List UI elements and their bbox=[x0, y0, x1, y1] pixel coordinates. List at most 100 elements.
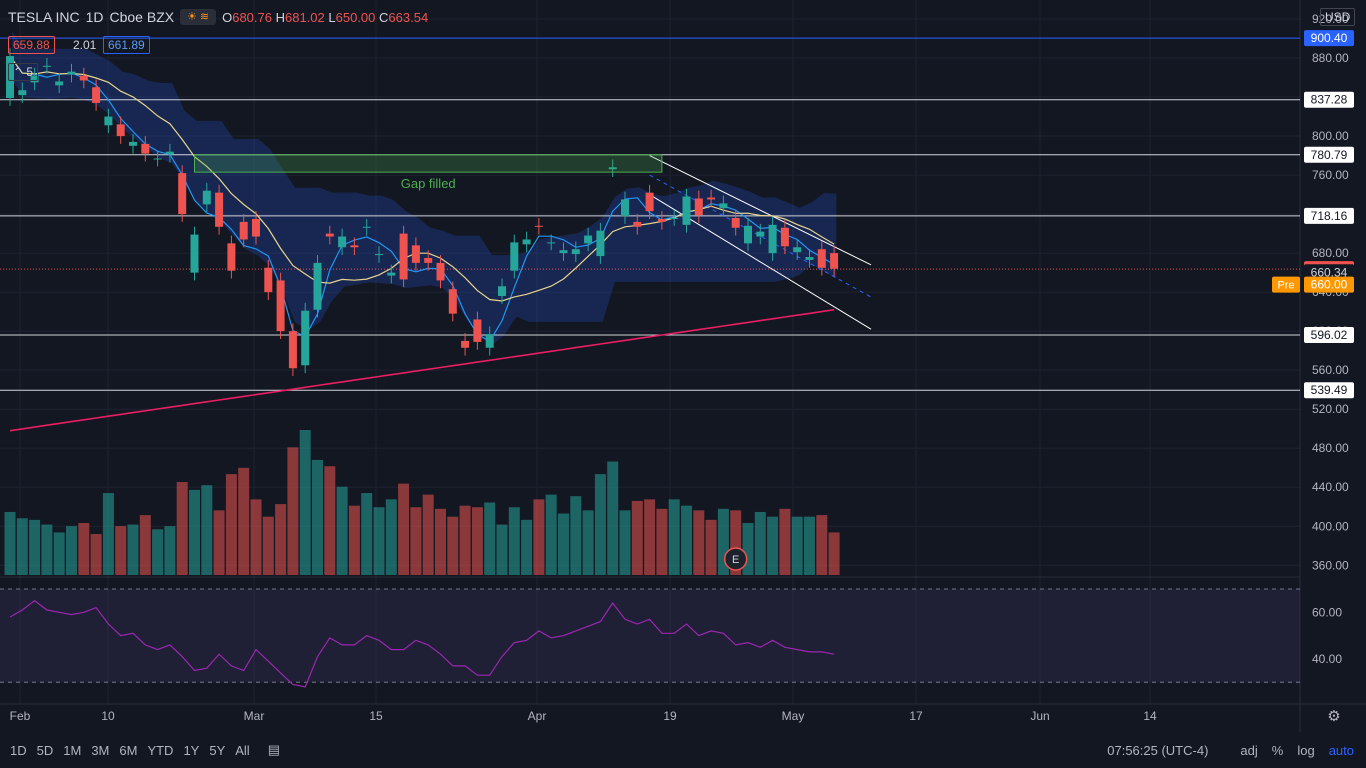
volume-bar bbox=[164, 526, 176, 575]
chevron-up-icon: ⌃ bbox=[13, 65, 27, 79]
candle-body bbox=[411, 245, 420, 263]
candle-body bbox=[387, 272, 396, 276]
timeframe-all[interactable]: All bbox=[235, 742, 250, 758]
volume-bar bbox=[16, 518, 28, 575]
buy-button[interactable]: 661.89 bbox=[103, 36, 150, 54]
volume-bar bbox=[717, 508, 729, 575]
volume-bar bbox=[435, 508, 446, 575]
timeframe-3m[interactable]: 3M bbox=[91, 742, 110, 758]
volume-bar bbox=[287, 447, 299, 575]
volume-bar bbox=[508, 507, 520, 575]
candle-body bbox=[608, 167, 617, 170]
timeframe-1y[interactable]: 1Y bbox=[183, 742, 200, 758]
candle-body bbox=[682, 196, 691, 225]
candle-body bbox=[239, 221, 248, 240]
candle-body bbox=[55, 81, 64, 86]
timeframe-6m[interactable]: 6M bbox=[119, 742, 138, 758]
candle-body bbox=[92, 87, 101, 103]
level-tag-label: 660.34 bbox=[1311, 265, 1348, 279]
volume-bar bbox=[521, 519, 533, 575]
candle-body bbox=[744, 225, 752, 244]
volume-bar bbox=[238, 467, 250, 575]
adjust-toggle[interactable]: adj bbox=[1240, 742, 1258, 758]
volume-bar bbox=[754, 511, 766, 575]
level-tag bbox=[1304, 327, 1354, 344]
price-tick-label: 560.00 bbox=[1312, 363, 1349, 377]
rsi-band bbox=[0, 589, 1300, 683]
candle-body bbox=[633, 221, 642, 227]
volume-bar bbox=[656, 508, 668, 575]
pre-market-price-tag bbox=[1304, 276, 1354, 293]
volume-bar bbox=[250, 499, 262, 575]
interval-label[interactable]: 1D bbox=[85, 9, 104, 25]
time-axis: Feb 10 Mar 15 Apr 19 May 17 Jun 14 ⚙ bbox=[10, 707, 1341, 725]
earnings-marker-label: E bbox=[732, 554, 739, 566]
volume-bar bbox=[742, 522, 754, 575]
rsi-tick-label: 40.00 bbox=[1312, 652, 1342, 666]
candle-body bbox=[436, 262, 445, 281]
volume-bar bbox=[644, 499, 656, 575]
volume-bar bbox=[78, 522, 90, 575]
candle-body bbox=[30, 75, 39, 83]
volume-bar bbox=[66, 526, 77, 575]
candle-body bbox=[473, 319, 482, 342]
timeframe-5y[interactable]: 5Y bbox=[209, 742, 226, 758]
timeframe-ytd[interactable]: YTD bbox=[147, 742, 174, 758]
indicators-toggle[interactable]: ⌃ 5 bbox=[8, 63, 39, 81]
timeframe-1m[interactable]: 1M bbox=[63, 742, 82, 758]
sell-button[interactable]: 659.88 bbox=[8, 36, 55, 54]
log-toggle[interactable]: log bbox=[1297, 742, 1315, 758]
volume-bar bbox=[496, 524, 508, 575]
volume-bar bbox=[127, 524, 139, 575]
candle-body bbox=[153, 158, 162, 160]
timeframe-5d[interactable]: 5D bbox=[36, 742, 54, 758]
volume-bar bbox=[533, 499, 545, 575]
time-tick-label: 17 bbox=[909, 709, 923, 723]
volume-bar bbox=[275, 504, 287, 575]
candle-body bbox=[129, 141, 137, 146]
percent-toggle[interactable]: % bbox=[1271, 742, 1284, 758]
clock[interactable]: 07:56:25 (UTC-4) bbox=[1107, 742, 1209, 758]
symbol-name[interactable]: TESLA INC bbox=[8, 9, 80, 25]
price-tick-label: 480.00 bbox=[1312, 441, 1349, 455]
sma-200-line bbox=[9, 308, 835, 432]
volume-bar bbox=[152, 529, 164, 575]
market-status-icon[interactable]: ☀ ≋ bbox=[180, 9, 217, 25]
candle-body bbox=[178, 173, 187, 215]
candle-body bbox=[522, 239, 531, 245]
candle-body bbox=[399, 233, 408, 280]
time-tick-label: 15 bbox=[369, 709, 383, 723]
level-tag-label: 596.02 bbox=[1311, 328, 1348, 342]
candle-body bbox=[276, 280, 285, 332]
price-tick-label: 880.00 bbox=[1312, 51, 1349, 65]
time-tick-label: Apr bbox=[528, 709, 547, 723]
volume-bar bbox=[705, 519, 717, 575]
candle-body bbox=[621, 199, 629, 217]
candle-body bbox=[227, 243, 236, 271]
volume-bar bbox=[693, 510, 705, 575]
candle-body bbox=[338, 236, 347, 248]
timeframe-1d[interactable]: 1D bbox=[10, 742, 27, 758]
level-tag bbox=[1304, 382, 1354, 399]
cloud-fill bbox=[12, 31, 837, 345]
volume-bar bbox=[558, 513, 569, 575]
candle-body bbox=[116, 124, 125, 137]
price-tick-label: 440.00 bbox=[1312, 480, 1349, 494]
volume-bar bbox=[570, 496, 582, 575]
candle-body bbox=[165, 151, 174, 155]
currency-label[interactable]: USD bbox=[1320, 8, 1356, 26]
date-range-icon[interactable]: ▤ bbox=[267, 742, 280, 757]
exchange-label: Cboe BZX bbox=[109, 9, 175, 25]
settings-gear-icon: ⚙ bbox=[1327, 707, 1340, 725]
price-tick-label: 760.00 bbox=[1312, 168, 1349, 182]
auto-toggle[interactable]: auto bbox=[1328, 742, 1354, 758]
volume-bar bbox=[176, 482, 188, 575]
volume-bar bbox=[619, 510, 631, 575]
candle-body bbox=[313, 262, 322, 310]
volume-bar bbox=[348, 505, 360, 575]
volume-bar bbox=[828, 532, 840, 575]
time-tick-label: May bbox=[782, 709, 805, 723]
time-tick-label: Mar bbox=[244, 709, 265, 723]
candle-body bbox=[190, 234, 199, 273]
